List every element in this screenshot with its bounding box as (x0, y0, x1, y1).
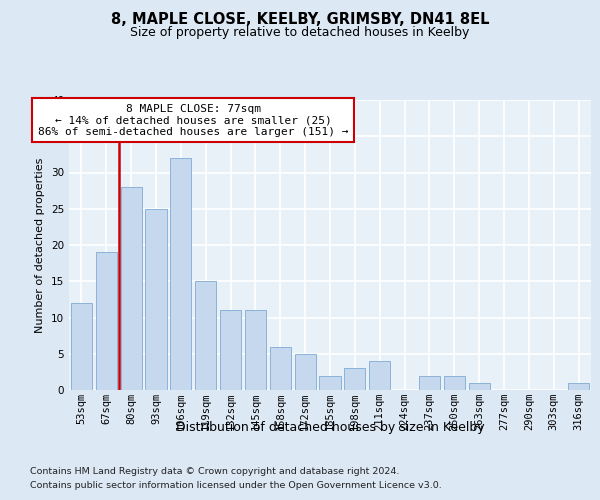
Bar (195, 281, 216, 390)
Bar (568, 383, 589, 390)
Text: 8, MAPLE CLOSE, KEELBY, GRIMSBY, DN41 8EL: 8, MAPLE CLOSE, KEELBY, GRIMSBY, DN41 8E… (111, 12, 489, 28)
Bar (220, 310, 241, 390)
Bar (170, 158, 191, 390)
Bar (344, 368, 365, 390)
Bar (295, 354, 316, 390)
Text: 8 MAPLE CLOSE: 77sqm
← 14% of detached houses are smaller (25)
86% of semi-detac: 8 MAPLE CLOSE: 77sqm ← 14% of detached h… (38, 104, 349, 137)
Bar (319, 376, 341, 390)
Y-axis label: Number of detached properties: Number of detached properties (35, 158, 46, 332)
Bar (444, 376, 465, 390)
Text: Distribution of detached houses by size in Keelby: Distribution of detached houses by size … (176, 421, 484, 434)
Bar (469, 383, 490, 390)
Bar (71, 303, 92, 390)
Text: Contains public sector information licensed under the Open Government Licence v3: Contains public sector information licen… (30, 480, 442, 490)
Bar (121, 187, 142, 390)
Text: Size of property relative to detached houses in Keelby: Size of property relative to detached ho… (130, 26, 470, 39)
Bar (270, 346, 291, 390)
Bar (369, 361, 390, 390)
Bar (245, 310, 266, 390)
Bar (419, 376, 440, 390)
Bar (145, 209, 167, 390)
Text: Contains HM Land Registry data © Crown copyright and database right 2024.: Contains HM Land Registry data © Crown c… (30, 466, 400, 475)
Bar (96, 252, 117, 390)
